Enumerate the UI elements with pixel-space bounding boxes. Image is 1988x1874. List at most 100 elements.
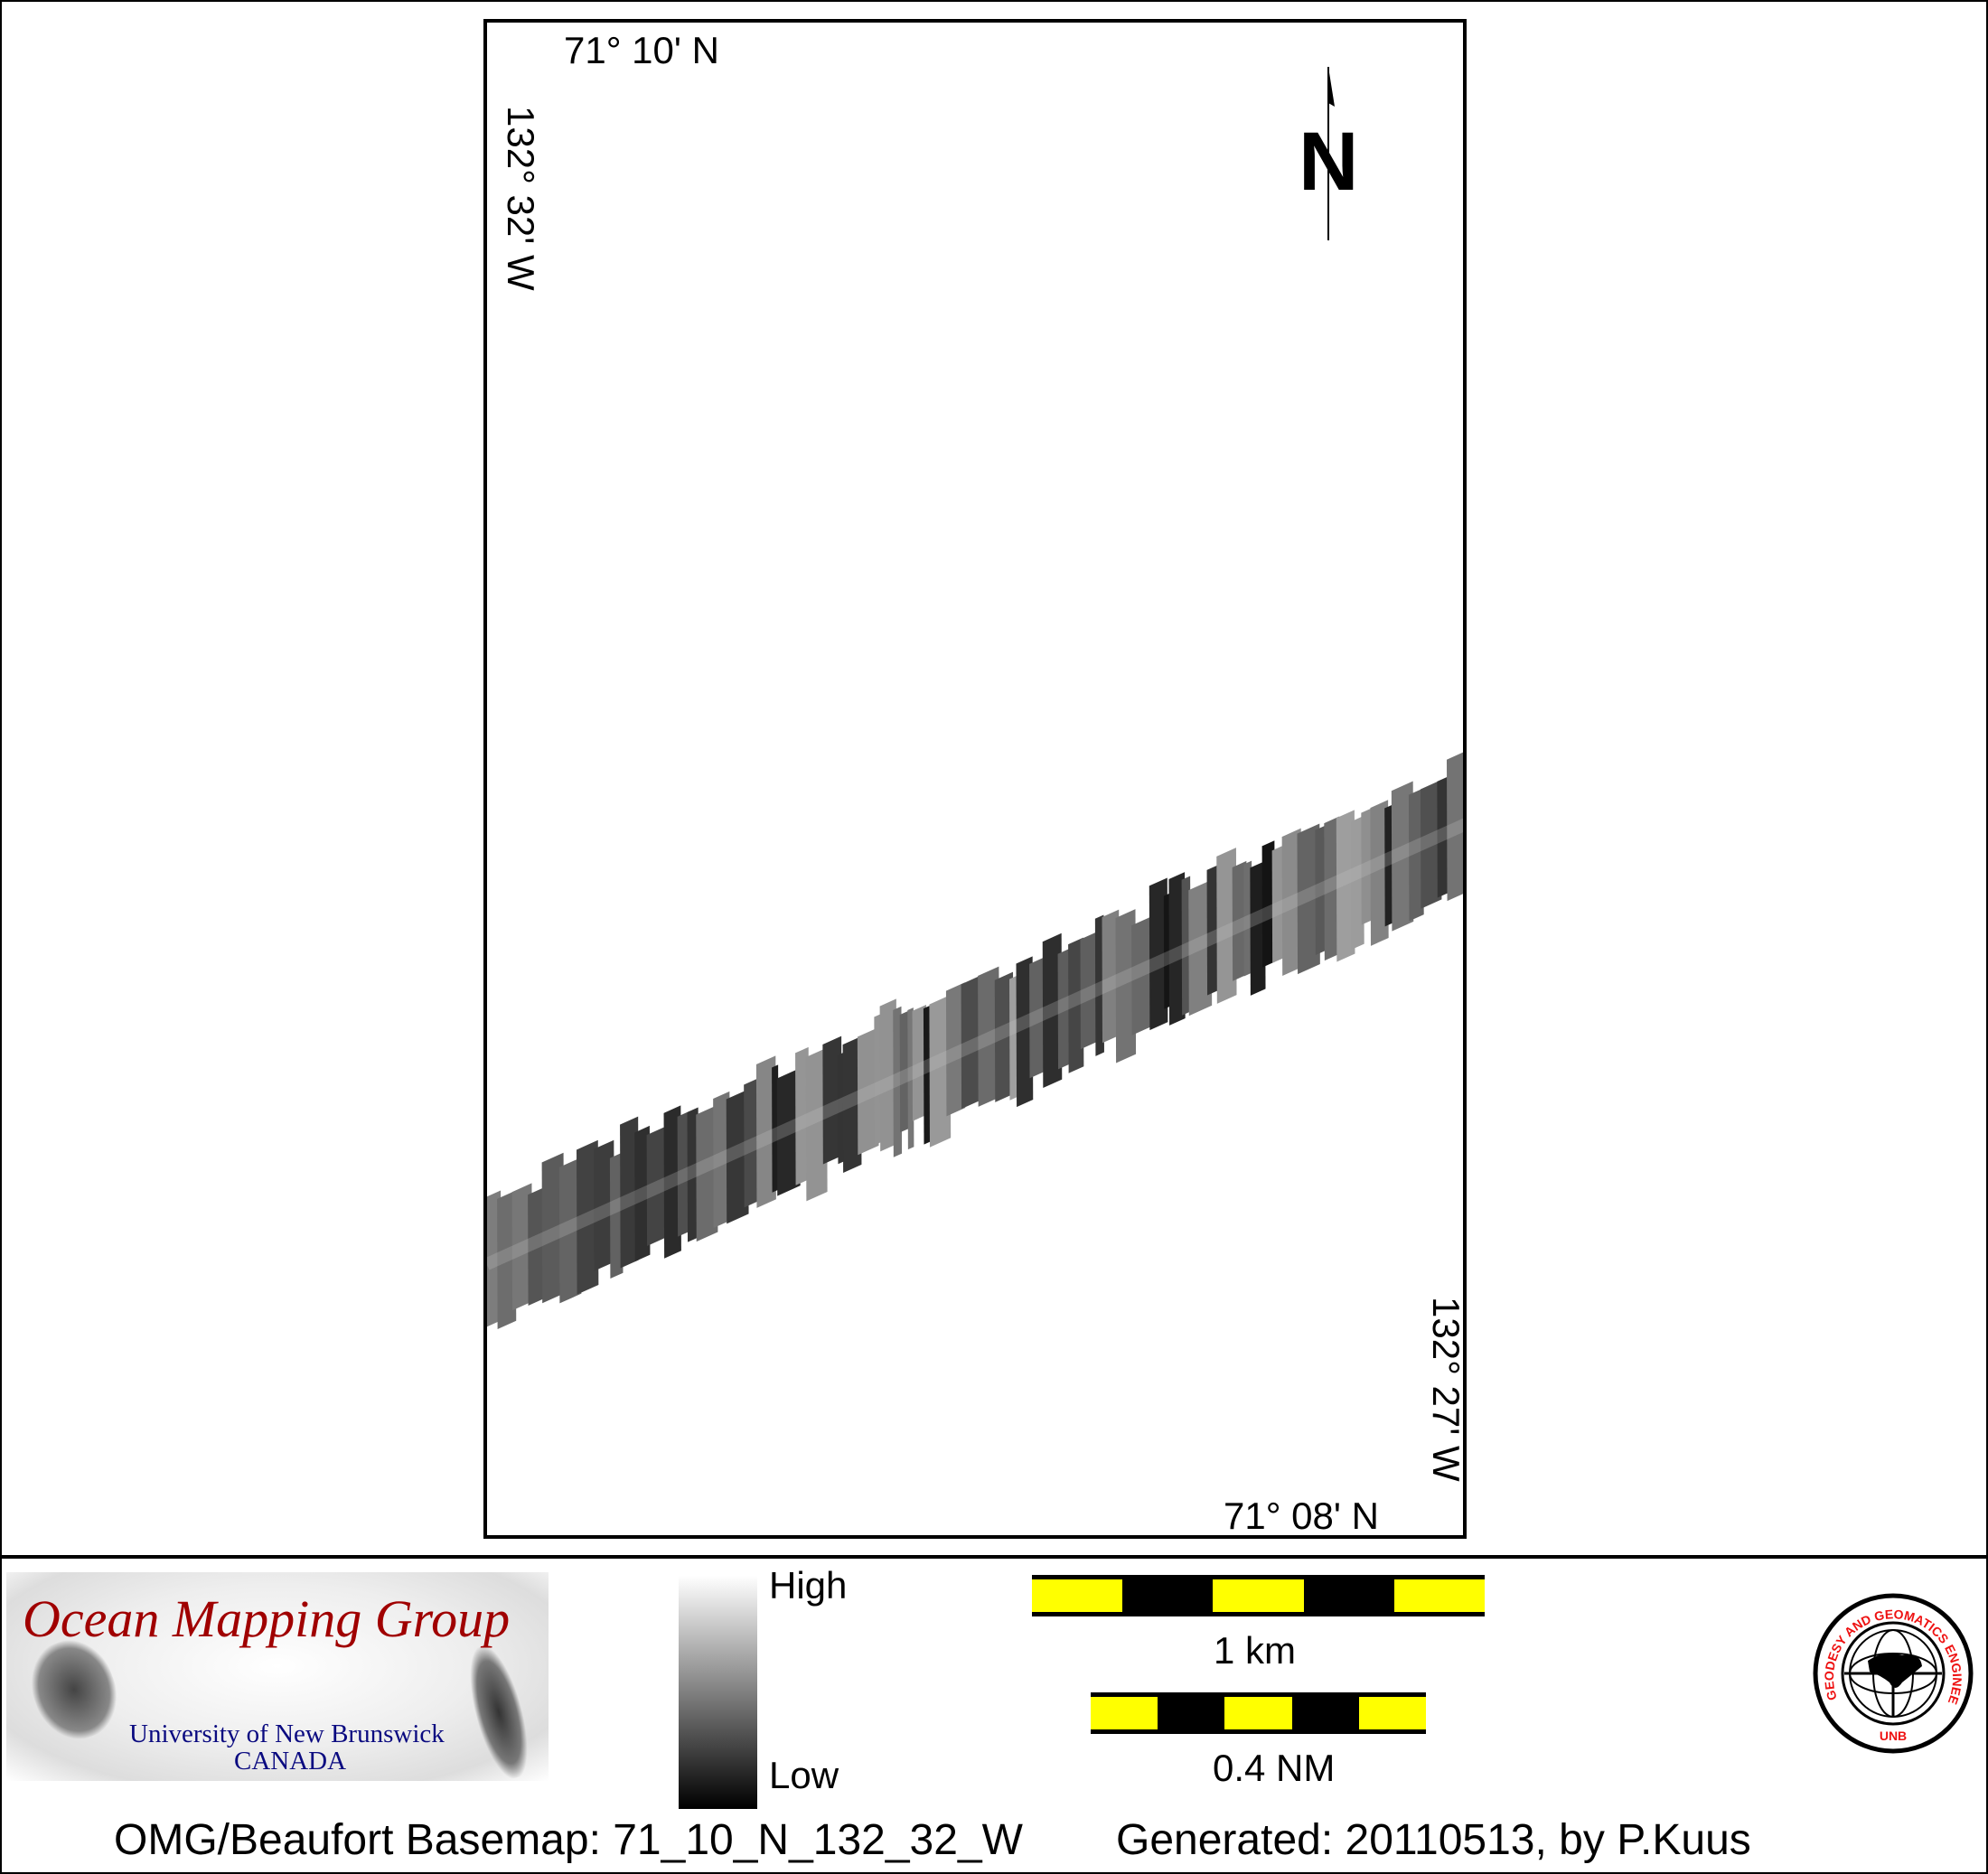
swath-strip	[687, 1107, 699, 1242]
swath-strip	[776, 1068, 801, 1196]
swath-strip	[1094, 914, 1104, 1056]
scale-bar-nm	[1091, 1692, 1427, 1734]
omg-logo-country: CANADA	[234, 1747, 347, 1776]
swath-strip	[1131, 915, 1155, 1035]
swath-strip	[1281, 828, 1302, 976]
bottom-latitude-label: 71° 08' N	[1224, 1495, 1379, 1537]
swath-strip	[1008, 975, 1018, 1101]
swath-strip	[1250, 860, 1266, 996]
swath-strip	[1446, 750, 1463, 902]
north-label: N	[1299, 116, 1359, 208]
swath-strip	[1336, 810, 1355, 962]
swath-strip	[1181, 876, 1191, 1016]
swath-strip	[879, 998, 897, 1152]
swath-strip	[541, 1152, 565, 1304]
swath-strip	[857, 1027, 879, 1156]
swath-strip	[805, 1047, 828, 1202]
swath-strip	[1261, 840, 1275, 968]
swath-strip	[497, 1190, 517, 1330]
omg-logo-university: University of New Brunswick	[129, 1719, 445, 1748]
swath-strip	[1271, 845, 1285, 963]
swath-strip	[713, 1091, 730, 1229]
swath-strip	[1149, 877, 1168, 1031]
footer-basemap-label: OMG/Beaufort Basemap: 71_10_N_132_32_W	[114, 1816, 1023, 1864]
swath-strip	[744, 1077, 760, 1208]
swath-strip	[912, 1004, 927, 1121]
swath-strip	[899, 1010, 910, 1133]
swath-strip	[1361, 807, 1374, 925]
swath-strip	[663, 1105, 681, 1259]
swath-strip	[1384, 804, 1394, 927]
swath-strip	[1315, 825, 1327, 955]
swath-strips	[487, 750, 1463, 1330]
swath-strip	[961, 974, 983, 1110]
scale-nm-label: 0.4 NM	[1213, 1747, 1336, 1789]
legend-divider	[0, 1555, 1988, 1559]
swath-strip	[893, 1006, 903, 1157]
swath-strip	[1232, 860, 1247, 981]
swath-strip	[576, 1139, 599, 1295]
map-frame[interactable]: 71° 10' N 132° 32' W 71° 08' N 132° 27' …	[483, 19, 1467, 1539]
swath-strip	[1437, 775, 1450, 898]
swath-strip	[558, 1157, 582, 1304]
unb-geodesy-logo: GEODESY AND GEOMATICS ENGINEERING UNB	[1812, 1592, 1974, 1754]
top-latitude-label: 71° 10' N	[564, 29, 719, 71]
swath-strip	[842, 1035, 862, 1173]
swath-strip	[795, 1046, 810, 1185]
swath-strip	[874, 1013, 882, 1146]
swath-strip	[1243, 860, 1252, 977]
swath-strip	[528, 1186, 547, 1307]
swath-strip	[1016, 956, 1034, 1108]
swath-strip	[646, 1125, 669, 1246]
swath-strip	[994, 971, 1014, 1102]
swath-strip	[755, 1055, 776, 1208]
swath-strip	[620, 1116, 639, 1269]
swath-strip	[1080, 931, 1100, 1050]
swath-strip	[1420, 780, 1442, 909]
omg-logo-title: Ocean Mapping Group	[23, 1589, 511, 1648]
swath-strip	[1068, 937, 1084, 1073]
north-arrow-icon	[1327, 67, 1335, 240]
swath-strip	[772, 1064, 779, 1193]
svg-text:UNB: UNB	[1880, 1729, 1907, 1743]
swath-nadir-band	[487, 815, 1463, 1270]
swath-strip	[945, 982, 966, 1117]
footer-generated-label: Generated: 20110513, by P.Kuus	[1116, 1816, 1751, 1864]
scale-bar-km	[1032, 1575, 1486, 1616]
right-longitude-label: 132° 27' W	[1425, 1297, 1467, 1482]
colorbar-high-label: High	[769, 1564, 848, 1607]
swath-strip	[677, 1110, 690, 1237]
swath-strip	[1408, 788, 1424, 922]
swath-strip	[929, 995, 952, 1148]
swath-strip	[1029, 956, 1046, 1079]
swath-strip	[1391, 781, 1414, 932]
swath-strip	[822, 1035, 842, 1165]
swath-strip	[1206, 864, 1220, 996]
swath-strip	[511, 1183, 532, 1311]
colorbar-low-label: Low	[769, 1754, 839, 1796]
swath-strip	[1188, 879, 1213, 1017]
swath-strip	[1163, 893, 1171, 1009]
swath-strip	[1057, 948, 1072, 1070]
swath-strip	[1324, 816, 1340, 961]
swath-strip	[1115, 909, 1137, 1063]
swath-strip	[1297, 823, 1320, 975]
swath-strip	[726, 1089, 749, 1224]
swath-strip	[907, 1007, 914, 1150]
swath-strip	[1102, 909, 1120, 1044]
ocean-mapping-group-logo: Ocean Mapping Group University of New Br…	[6, 1572, 549, 1781]
swath-strip	[1042, 932, 1063, 1089]
swath-strip	[696, 1105, 718, 1242]
left-longitude-label: 132° 32' W	[500, 106, 542, 291]
swath-strip	[1370, 800, 1389, 946]
scale-km-label: 1 km	[1214, 1629, 1297, 1672]
swath-strip	[487, 1190, 502, 1329]
swath-strip	[1168, 872, 1186, 1026]
swath-strip	[978, 966, 999, 1107]
swath-strip	[634, 1125, 651, 1262]
grayscale-colorbar	[679, 1576, 757, 1809]
swath-strip	[923, 1005, 932, 1145]
swath-strip	[1216, 848, 1237, 1004]
swath-strip	[594, 1139, 614, 1271]
